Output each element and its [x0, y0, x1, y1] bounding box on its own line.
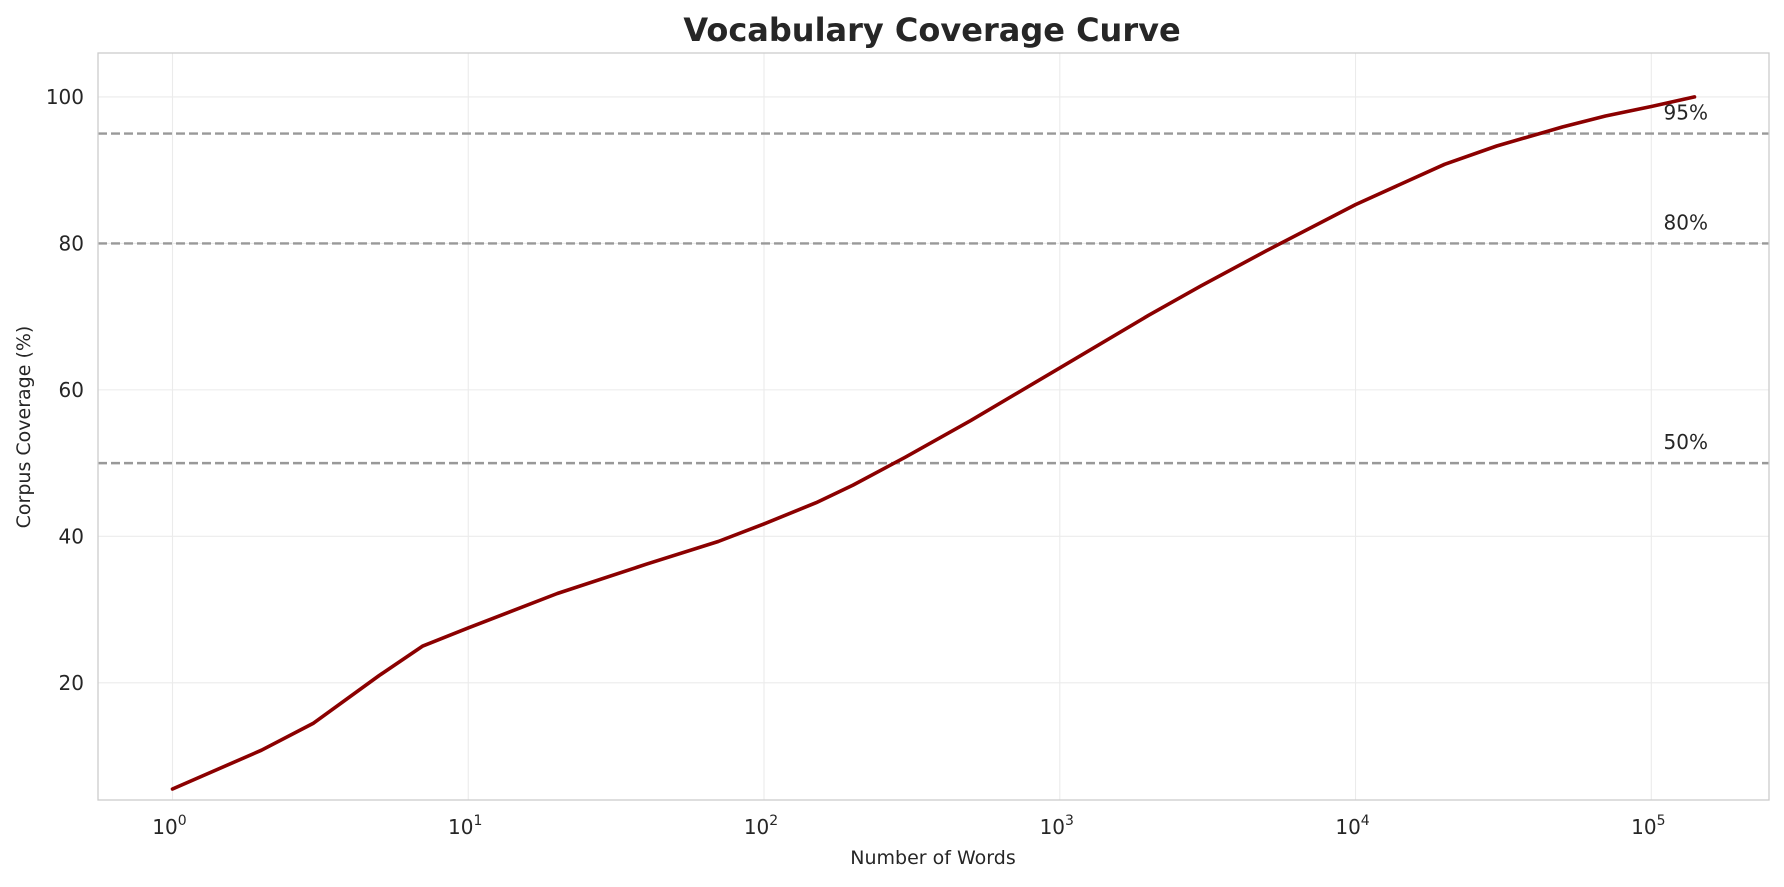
y-tick-labels: 20 40 60 80 100 — [46, 85, 84, 695]
x-tick-label-4: 104 — [1335, 813, 1369, 839]
x-tick-labels: 100 101 102 103 104 105 — [152, 813, 1665, 839]
y-tick-label-0: 20 — [59, 671, 84, 695]
chart-title: Vocabulary Coverage Curve — [683, 11, 1180, 49]
plot-frame — [97, 52, 1770, 801]
x-tick-label-5: 105 — [1631, 813, 1665, 839]
x-tick-label-1: 101 — [448, 813, 482, 839]
y-tick-label-1: 40 — [59, 524, 84, 548]
x-tick-label-2: 102 — [744, 813, 778, 839]
grid-layer — [98, 53, 1769, 800]
reference-label-2: 50% — [1664, 430, 1708, 454]
series-line-0 — [170, 95, 1697, 791]
x-axis-label: Number of Words — [850, 847, 1015, 869]
y-tick-label-4: 100 — [46, 85, 84, 109]
reference-label-1: 80% — [1664, 210, 1708, 234]
x-tick-label-3: 103 — [1040, 813, 1074, 839]
y-tick-label-2: 60 — [59, 378, 84, 402]
y-tick-label-3: 80 — [59, 231, 84, 255]
x-tick-label-0: 100 — [152, 813, 186, 839]
reference-label-0: 95% — [1664, 101, 1708, 125]
series-layer — [170, 95, 1697, 791]
reference-lines: 95% 80% 50% — [98, 101, 1769, 465]
y-axis-label: Corpus Coverage (%) — [13, 326, 35, 529]
